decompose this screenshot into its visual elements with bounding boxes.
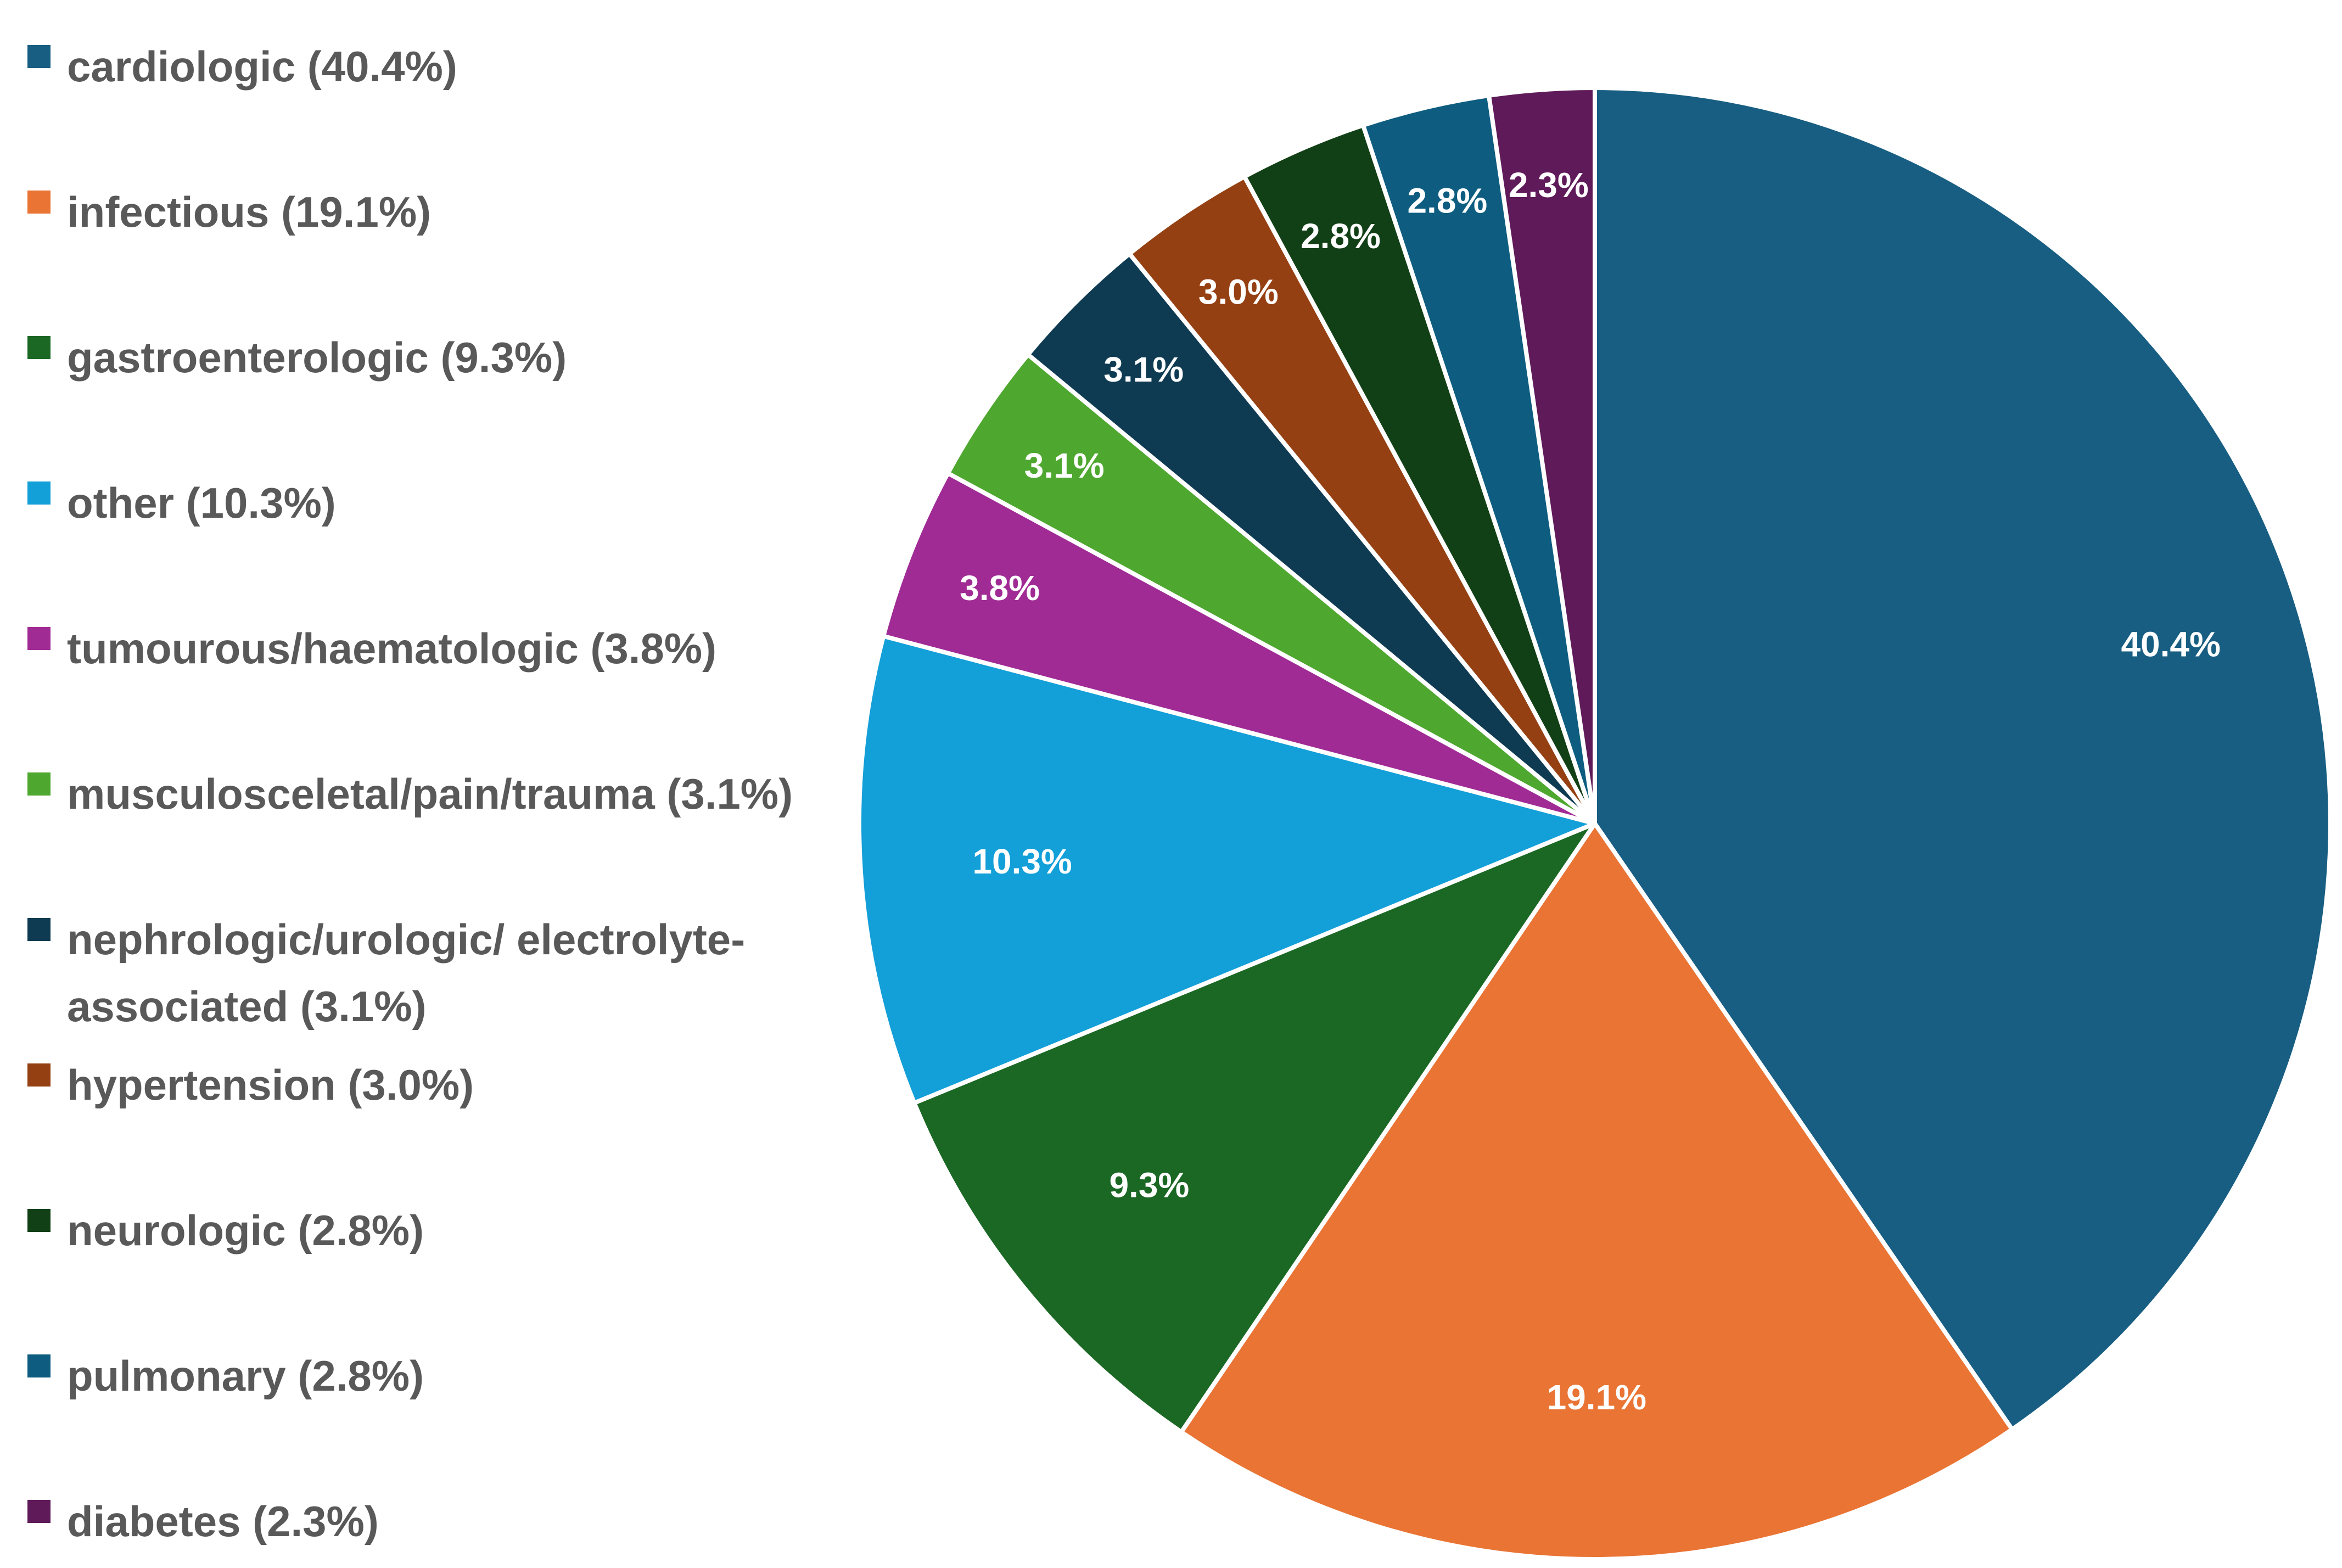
data-label: 10.3% <box>972 842 1072 881</box>
legend-swatch <box>27 45 51 68</box>
data-label: 3.0% <box>1198 272 1279 312</box>
legend-label: hypertension (3.0%) <box>67 1061 474 1109</box>
legend-item: cardiologic (40.4%) <box>27 33 825 100</box>
legend-label: nephrologic/urologic/ electrolyte-associ… <box>67 915 746 1031</box>
data-label: 2.3% <box>1509 165 1589 205</box>
legend-item: hypertension (3.0%) <box>27 1051 825 1118</box>
legend-item: neurologic (2.8%) <box>27 1197 825 1264</box>
pie-slice <box>1593 86 2333 1432</box>
pie-slice <box>1179 821 2015 1561</box>
legend-item: tumourous/haematologic (3.8%) <box>27 615 825 682</box>
legend-item: musculosceletal/pain/trauma (3.1%) <box>27 760 825 827</box>
pie-slice <box>1487 86 1597 826</box>
legend-label: diabetes (2.3%) <box>67 1497 379 1545</box>
legend-label: neurologic (2.8%) <box>67 1206 424 1255</box>
data-label: 3.1% <box>1024 446 1105 485</box>
data-label: 3.8% <box>960 568 1040 608</box>
legend-label: cardiologic (40.4%) <box>67 42 457 91</box>
legend-swatch <box>27 1354 51 1377</box>
legend-swatch <box>27 1063 51 1087</box>
data-label: 9.3% <box>1109 1166 1189 1205</box>
pie-slice <box>1026 251 1597 826</box>
legend-swatch <box>27 772 51 796</box>
data-label: 19.1% <box>1547 1377 1646 1417</box>
legend-swatch <box>27 481 51 505</box>
legend-label: musculosceletal/pain/trauma (3.1%) <box>67 770 793 818</box>
legend-item: nephrologic/urologic/ electrolyte-associ… <box>27 906 825 1040</box>
legend-label: pulmonary (2.8%) <box>67 1352 424 1400</box>
pie-slice <box>945 352 1597 826</box>
pie-slice <box>881 471 1597 826</box>
data-label: 3.1% <box>1103 350 1184 389</box>
legend: cardiologic (40.4%) infectious (19.1%) gas… <box>27 33 818 1548</box>
pie-slice <box>857 634 1597 1105</box>
legend-item: diabetes (2.3%) <box>27 1488 825 1555</box>
legend-swatch <box>27 1500 51 1523</box>
data-label: 2.8% <box>1407 181 1487 221</box>
legend-item: pulmonary (2.8%) <box>27 1342 825 1409</box>
legend-label: tumourous/haematologic (3.8%) <box>67 624 717 673</box>
data-label: 40.4% <box>2121 625 2220 664</box>
data-label: 2.8% <box>1301 216 1381 256</box>
legend-swatch <box>27 627 51 650</box>
pie-slice <box>1127 174 1597 826</box>
legend-item: infectious (19.1%) <box>27 178 825 245</box>
pie-slice <box>912 821 1597 1435</box>
legend-swatch <box>27 918 51 941</box>
legend-label: gastroenterologic (9.3%) <box>67 333 567 382</box>
legend-item: other (10.3%) <box>27 469 825 536</box>
legend-swatch <box>27 191 51 214</box>
legend-item: gastroenterologic (9.3%) <box>27 324 825 391</box>
legend-swatch <box>27 336 51 359</box>
legend-label: other (10.3%) <box>67 479 336 527</box>
legend-swatch <box>27 1209 51 1232</box>
legend-label: infectious (19.1%) <box>67 188 432 236</box>
